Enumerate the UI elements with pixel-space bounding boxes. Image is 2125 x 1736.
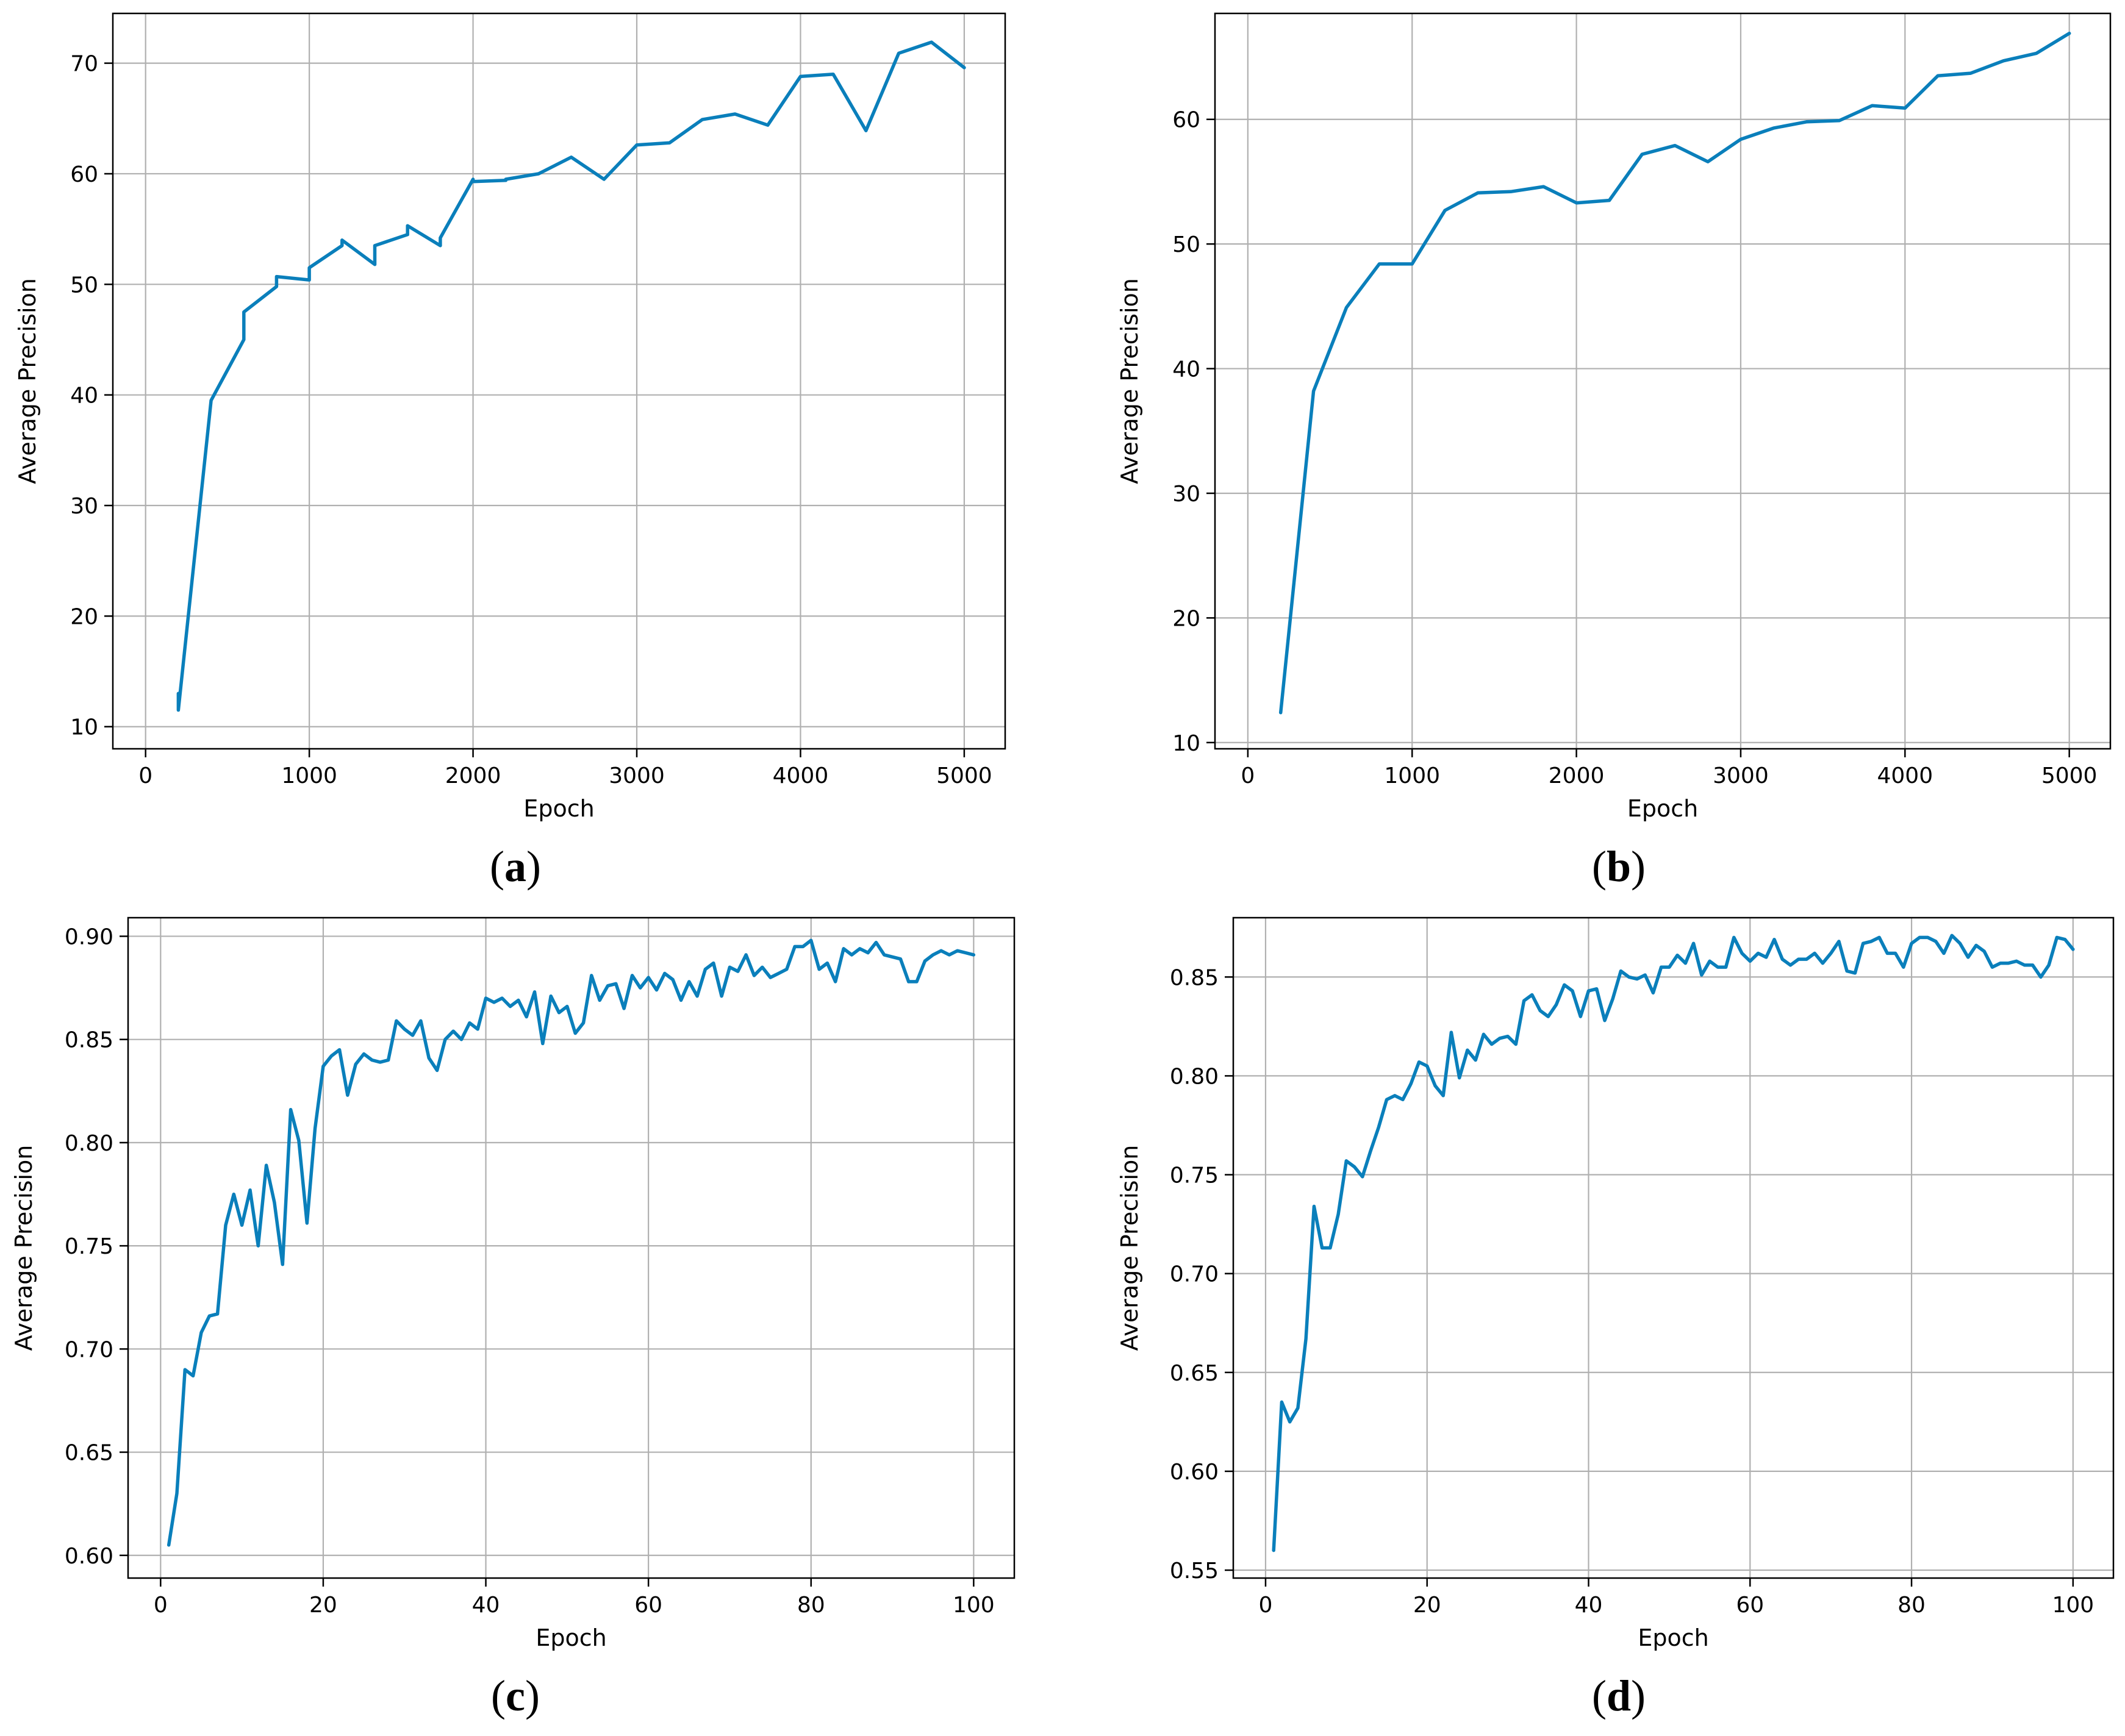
chart-c-svg: 0 20 40 60 80 100 0.60 0.65 0.70 0.75 0.80 0.85 0.90… <box>10 916 1016 1651</box>
chart-b-series-line-0 <box>1278 31 2071 715</box>
chart-d-ytick-label-0: 0.55 <box>1170 1559 1219 1584</box>
chart-c-ytick-label-3: 0.75 <box>65 1234 113 1259</box>
chart-b-xlabel: Epoch <box>1627 795 1698 822</box>
chart-a-ytick-label-6: 70 <box>70 52 98 77</box>
chart-c-ytick-label-6: 0.90 <box>65 924 113 949</box>
chart-a-ytick-label-1: 20 <box>70 604 98 629</box>
chart-b-ytick-label-4: 50 <box>1172 232 1200 257</box>
caption-a-open: ( <box>490 842 504 891</box>
chart-panel-b: 0 1000 2000 3000 4000 5000 10 20 30 40 50 60 Epoch Av… <box>1116 12 2112 822</box>
chart-a-xtick-label-5: 5000 <box>936 763 992 788</box>
chart-c-ytick-label-1: 0.65 <box>65 1441 113 1466</box>
chart-b-xtick-label-1: 1000 <box>1384 763 1440 788</box>
chart-a-ytick-label-2: 30 <box>70 494 98 519</box>
chart-d-ytick-label-3: 0.70 <box>1170 1262 1219 1287</box>
chart-c-plot-frame <box>127 916 1016 1579</box>
caption-a-letter: a <box>504 842 526 891</box>
chart-a-ytick-label-5: 60 <box>70 162 98 187</box>
chart-c-ytick-label-4: 0.80 <box>65 1131 113 1156</box>
chart-c-xtick-label-4: 80 <box>797 1593 825 1618</box>
chart-b-xtick-label-3: 3000 <box>1713 763 1769 788</box>
caption-d-open: ( <box>1591 1671 1607 1720</box>
chart-b-ytick-label-3: 40 <box>1172 357 1200 382</box>
chart-d-xtick-label-3: 60 <box>1736 1593 1764 1618</box>
chart-a-ytick-label-4: 50 <box>70 273 98 298</box>
chart-a-series-line-0 <box>176 40 966 712</box>
chart-a-svg: 0 1000 2000 3000 4000 5000 10 20 30 40 50 60 70 Epoch… <box>14 12 1006 822</box>
chart-d-xtick-label-4: 80 <box>1897 1593 1926 1618</box>
chart-c-xtick-label-1: 20 <box>309 1593 337 1618</box>
chart-d-ytick-label-4: 0.75 <box>1170 1163 1219 1188</box>
caption-b: (b) <box>1527 841 1710 892</box>
caption-b-open: ( <box>1591 842 1607 891</box>
caption-a-close: ) <box>526 842 541 891</box>
chart-c-xtick-label-2: 40 <box>472 1593 500 1618</box>
caption-b-letter: b <box>1606 842 1632 891</box>
chart-panel-c: 0 20 40 60 80 100 0.60 0.65 0.70 0.75 0.80 0.85 0.90… <box>0 0 1062 1736</box>
chart-a-xtick-label-0: 0 <box>138 763 152 788</box>
chart-a-xtick-label-2: 2000 <box>445 763 501 788</box>
chart-d-xtick-label-0: 0 <box>1259 1593 1273 1618</box>
chart-d-ytick-label-6: 0.85 <box>1170 965 1219 990</box>
caption-c-letter: c <box>506 1671 525 1720</box>
chart-c-series-line-0 <box>167 938 976 1547</box>
caption-c-open: ( <box>491 1671 506 1720</box>
chart-b-ylabel: Average Precision <box>1116 278 1143 484</box>
chart-d-plot-frame <box>1232 916 2115 1579</box>
chart-c-ytick-label-2: 0.70 <box>65 1337 113 1362</box>
caption-a: (a) <box>424 841 607 892</box>
chart-b-svg: 0 1000 2000 3000 4000 5000 10 20 30 40 50 60 Epoch Av… <box>1116 12 2112 822</box>
caption-c-close: ) <box>525 1671 540 1720</box>
chart-panel-a: 0 1000 2000 3000 4000 5000 10 20 30 40 50 60 70 Epoch… <box>0 0 1062 868</box>
caption-c: (c) <box>424 1671 607 1721</box>
chart-b-ytick-label-0: 10 <box>1172 731 1200 756</box>
chart-b-xtick-label-0: 0 <box>1241 763 1255 788</box>
chart-b-xtick-label-2: 2000 <box>1549 763 1605 788</box>
chart-d-xlabel: Epoch <box>1638 1624 1708 1651</box>
chart-b-ytick-label-2: 30 <box>1172 482 1200 507</box>
chart-a-ytick-label-3: 40 <box>70 384 98 409</box>
chart-d-ytick-label-5: 0.80 <box>1170 1064 1219 1089</box>
chart-a-xtick-label-3: 3000 <box>609 763 665 788</box>
chart-a-xtick-label-1: 1000 <box>281 763 337 788</box>
chart-a-ylabel: Average Precision <box>14 278 41 484</box>
chart-b-plot-frame <box>1214 12 2112 750</box>
chart-d-xtick-label-1: 20 <box>1413 1593 1441 1618</box>
chart-b-ytick-label-5: 60 <box>1172 108 1200 133</box>
caption-d-letter: d <box>1606 1671 1632 1720</box>
chart-c-ylabel: Average Precision <box>10 1145 37 1351</box>
caption-b-close: ) <box>1631 842 1646 891</box>
chart-d-ytick-label-1: 0.60 <box>1170 1460 1219 1485</box>
chart-c-xlabel: Epoch <box>536 1624 606 1651</box>
chart-a-xtick-label-4: 4000 <box>773 763 829 788</box>
chart-d-ylabel: Average Precision <box>1116 1145 1143 1351</box>
chart-a-plot-frame <box>112 12 1006 750</box>
chart-d-xtick-label-5: 100 <box>2052 1593 2094 1618</box>
chart-a-xlabel: Epoch <box>523 795 594 822</box>
caption-d-close: ) <box>1631 1671 1646 1720</box>
caption-d: (d) <box>1527 1671 1710 1721</box>
chart-c-xtick-label-3: 60 <box>634 1593 662 1618</box>
chart-b-xtick-label-5: 5000 <box>2041 763 2098 788</box>
chart-b-xtick-label-4: 4000 <box>1877 763 1933 788</box>
chart-c-xtick-label-0: 0 <box>154 1593 168 1618</box>
chart-d-xtick-label-2: 40 <box>1575 1593 1603 1618</box>
chart-c-xtick-label-5: 100 <box>953 1593 995 1618</box>
chart-c-ytick-label-5: 0.85 <box>65 1028 113 1053</box>
chart-d-series-line-0 <box>1272 934 2075 1552</box>
chart-d-ytick-label-2: 0.65 <box>1170 1361 1219 1386</box>
chart-a-ytick-label-0: 10 <box>70 715 98 740</box>
chart-c-ytick-label-0: 0.60 <box>65 1544 113 1569</box>
chart-b-ytick-label-1: 20 <box>1172 606 1200 631</box>
